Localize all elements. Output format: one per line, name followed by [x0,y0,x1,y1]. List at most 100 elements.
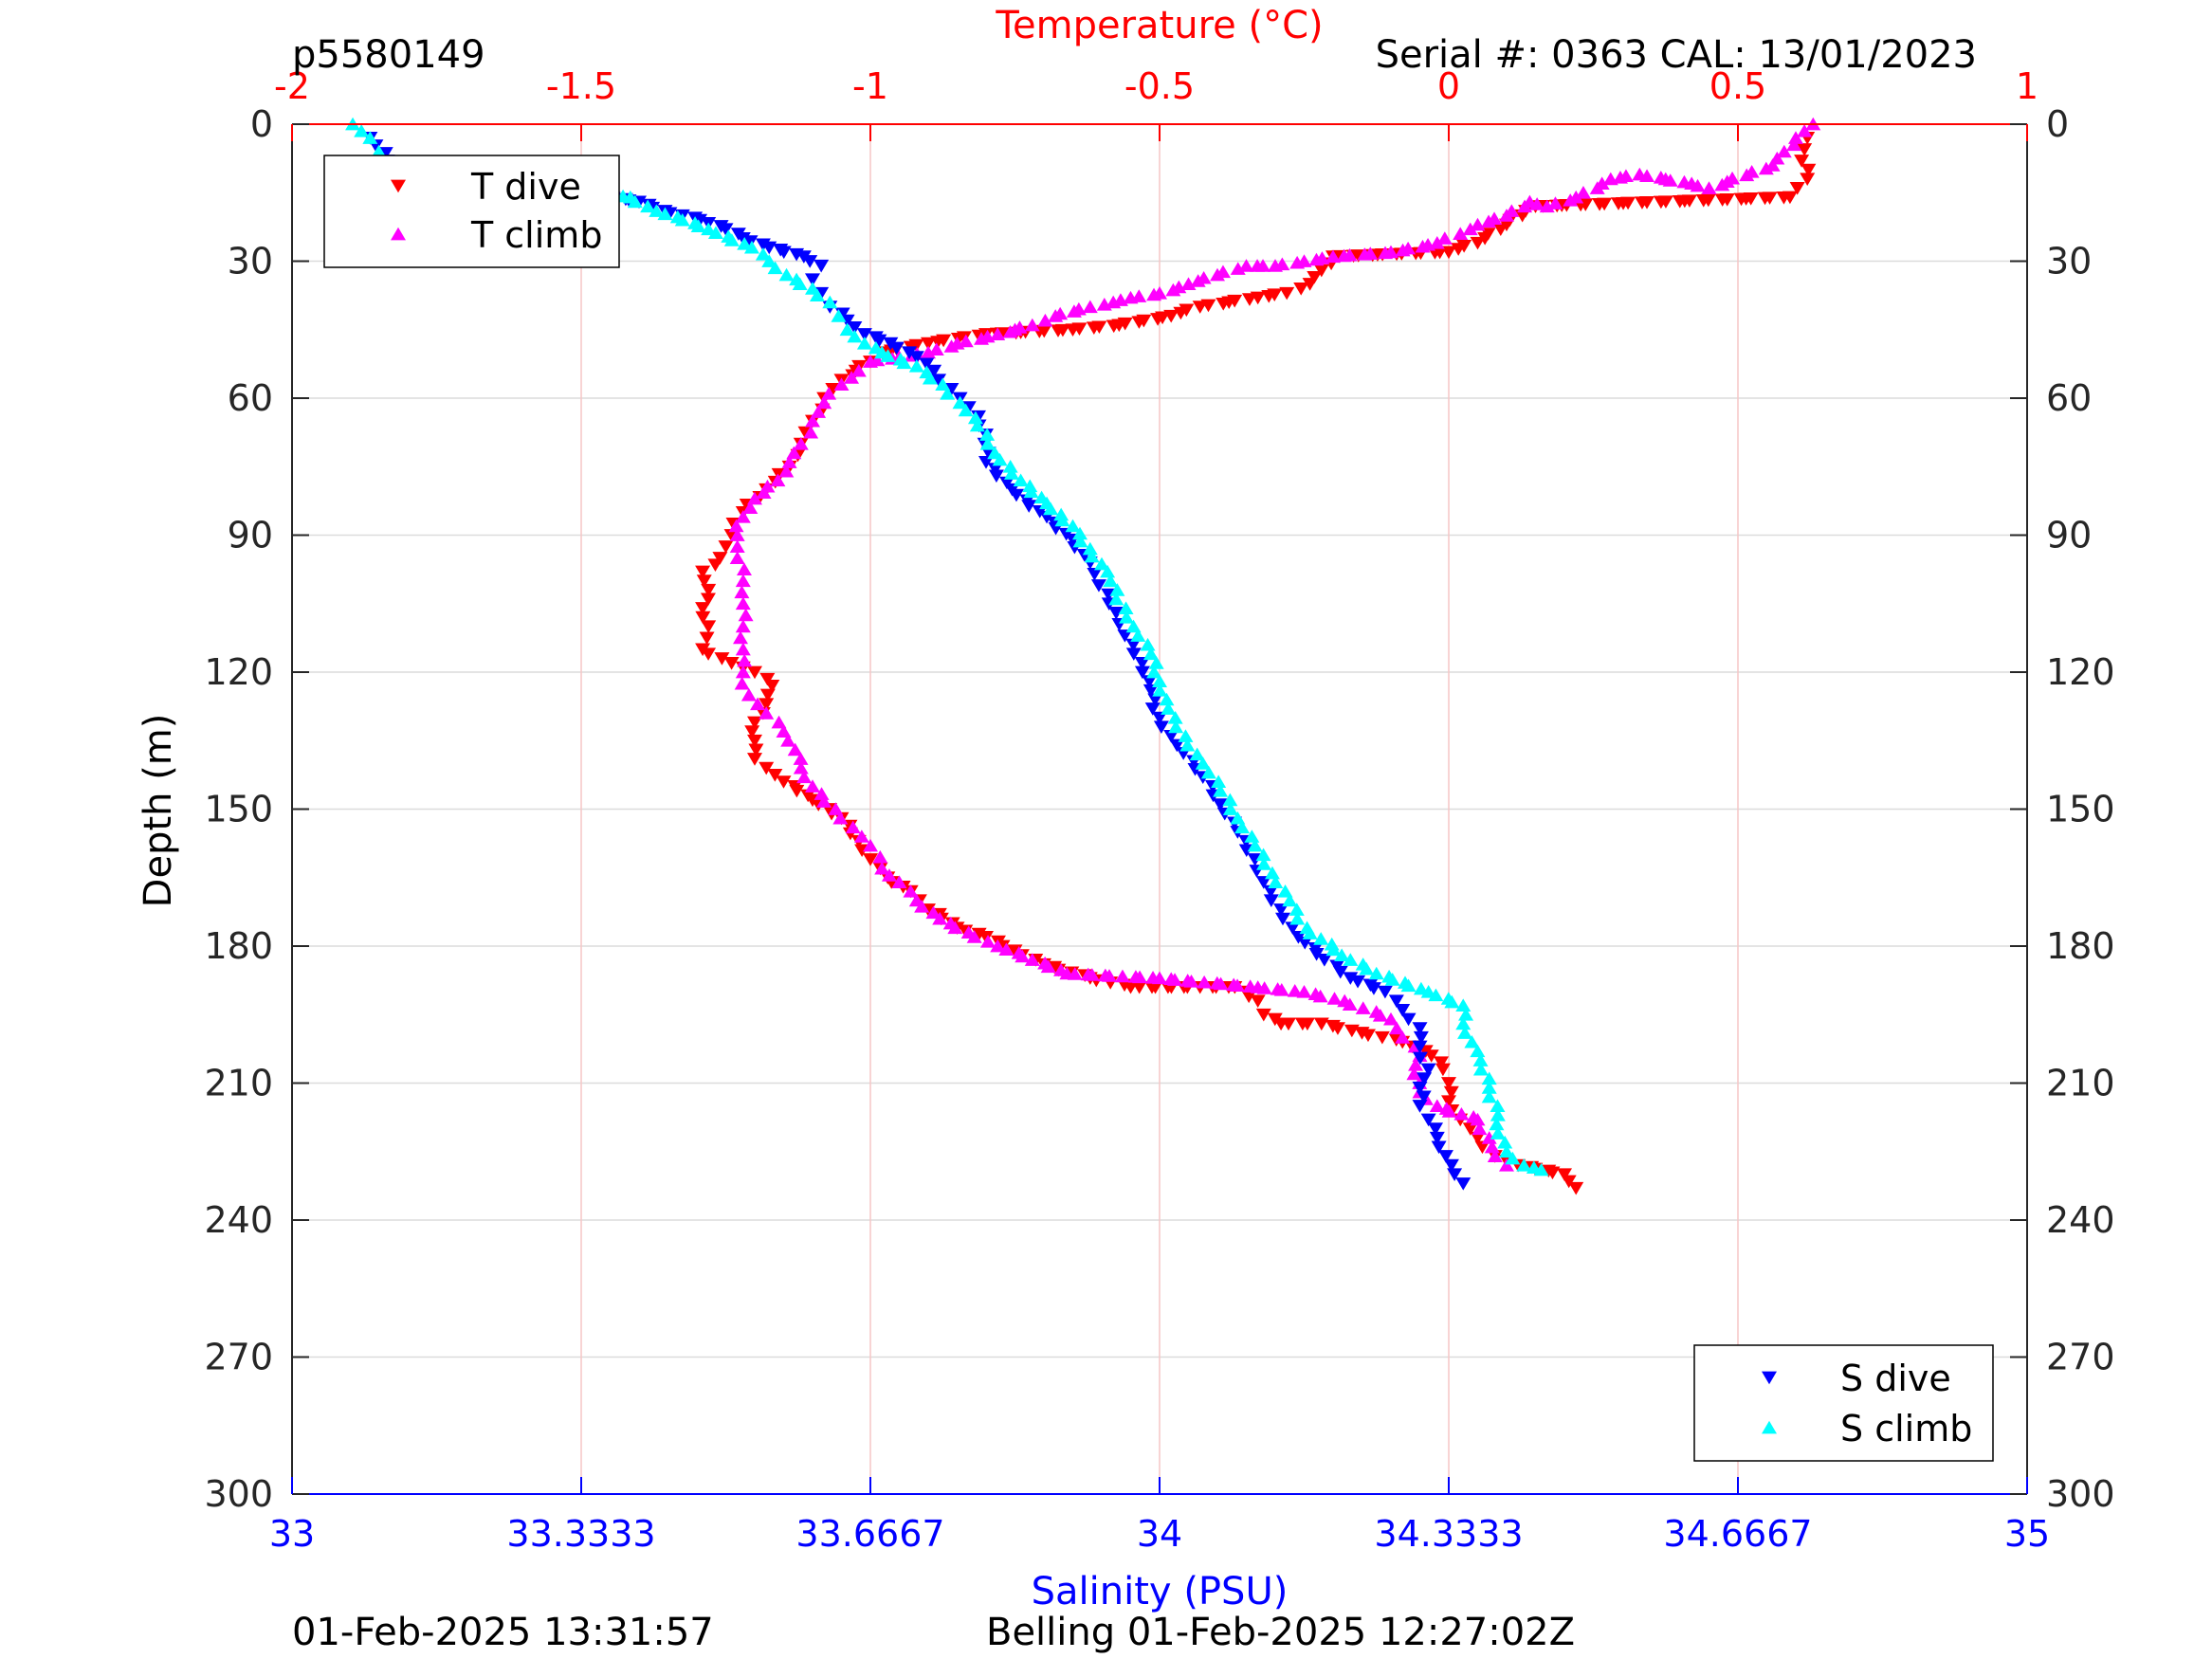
data-point [1359,961,1375,975]
data-point [1632,167,1648,181]
depth-tick-label-left: 240 [204,1199,273,1241]
data-point [1065,519,1081,533]
data-point [1268,259,1283,272]
data-point [748,743,764,757]
data-point [847,320,863,335]
data-point [743,240,759,254]
data-point [1197,975,1213,989]
data-point [1490,1108,1506,1121]
data-point [1152,971,1167,985]
data-point [969,418,985,432]
data-point [1481,214,1497,228]
data-point [1280,1017,1296,1031]
data-point [1287,984,1303,997]
series-t-climb [728,117,1821,1172]
data-point [695,611,711,625]
data-point [1332,965,1348,979]
data-point [1368,966,1384,980]
data-point [728,519,744,533]
data-point [1420,1063,1436,1077]
data-point [701,222,717,236]
depth-tick-label-right: 210 [2046,1063,2115,1104]
data-point [1343,972,1359,985]
data-point [770,473,786,487]
data-point [1275,912,1290,926]
data-point [1308,252,1325,266]
data-point [1130,629,1146,642]
data-point [1533,1162,1549,1176]
data-point [1443,1085,1459,1100]
data-point [1429,236,1445,249]
depth-tick-label-left: 180 [204,925,273,967]
data-point [928,342,944,356]
data-point [742,235,759,248]
data-point [1179,738,1196,752]
data-point [734,676,750,690]
data-point [1125,638,1142,652]
data-point [627,194,643,209]
data-point [896,356,912,370]
data-point [1222,793,1238,807]
data-point [1250,259,1266,272]
data-point [1168,720,1184,734]
data-point [1054,513,1070,527]
data-point [978,456,994,469]
data-point [1084,549,1100,563]
legend-marker-shape [1762,1420,1777,1434]
data-point [1230,811,1246,825]
data-point [1216,298,1232,311]
data-point [750,697,766,711]
data-point [1757,191,1773,206]
data-point [729,539,745,553]
series-layer [345,117,1821,1195]
data-point [1516,1158,1532,1172]
data-point [1457,1026,1473,1039]
data-point [756,485,772,499]
data-point [1453,1107,1470,1121]
data-point [1150,313,1166,326]
data-point [1213,976,1229,991]
data-point [931,374,947,387]
data-point [1557,1168,1572,1182]
data-point [742,501,759,514]
salinity-tick-label: 35 [2004,1513,2050,1555]
data-point [1131,316,1147,329]
data-point [1244,830,1260,843]
depth-tick-label-right: 150 [2046,789,2115,830]
legend-label-t-dive: T dive [470,166,581,208]
data-point [761,241,777,255]
data-point [998,476,1015,490]
data-point [1048,309,1064,322]
data-point [1739,168,1755,182]
data-point [908,359,924,373]
data-point [674,212,690,227]
data-point [1134,656,1150,670]
temperature-axis-label: Temperature (°C) [995,4,1323,47]
data-point [701,647,717,661]
data-point [1192,301,1208,314]
data-point [856,328,872,341]
data-point [723,233,740,246]
data-point [1106,295,1122,309]
data-point [1400,978,1417,993]
data-point [844,371,860,384]
data-point [1234,820,1251,834]
data-point [1066,304,1082,318]
data-point [1263,894,1279,908]
temperature-tick-label: -1 [852,65,888,107]
depth-tick-label-right: 30 [2046,241,2092,283]
data-point [1561,1175,1577,1189]
legend-temperature: T dive T climb [323,155,620,268]
data-point [922,371,938,385]
data-point [1142,675,1158,688]
data-point [1395,1030,1411,1044]
data-point [943,339,960,353]
data-point [796,770,813,784]
data-point [1701,181,1717,194]
data-point [902,346,918,360]
data-point [1067,967,1083,980]
data-point [805,413,820,428]
depth-tick-label-right: 0 [2046,103,2069,145]
data-point [1481,1131,1497,1144]
depth-tick-label-right: 180 [2046,925,2115,967]
